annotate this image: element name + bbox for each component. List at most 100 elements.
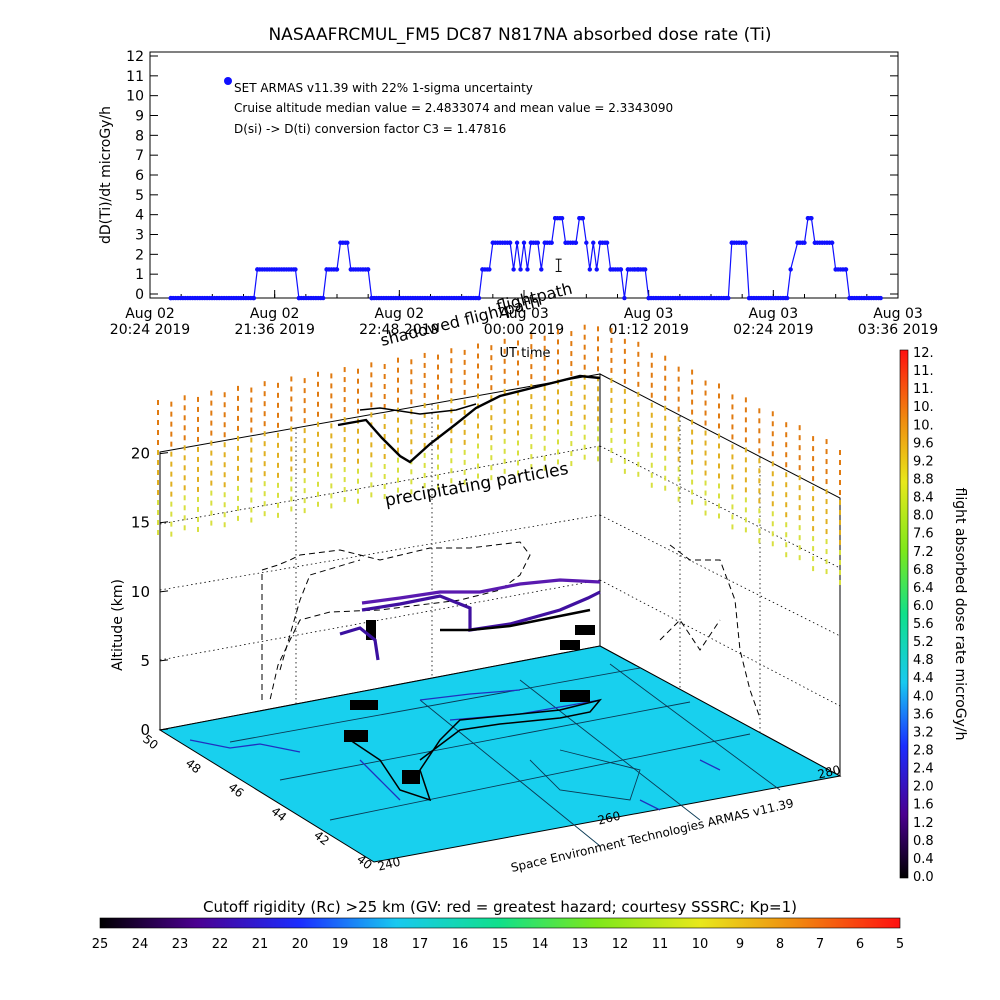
top-y-tick-label: 9 — [135, 109, 144, 125]
dose-rate-point — [602, 240, 608, 245]
dose-rate-point — [507, 240, 513, 245]
dose-rate-point — [250, 295, 256, 301]
dose-colorbar-tick-label: 7.2 — [913, 545, 934, 560]
rc-colorbar-tick-label: 9 — [736, 937, 744, 952]
altitude-tick-label: 20 — [131, 445, 150, 463]
rc-colorbar-tick-label: 25 — [92, 937, 109, 952]
flightpath-drop-lines — [344, 620, 595, 784]
rc-colorbar-tick-label: 14 — [532, 937, 549, 952]
dose-colorbar-tick-label: 11. — [913, 364, 934, 379]
dose-rate-point — [511, 267, 516, 272]
dose-colorbar-tick-label: 1.2 — [913, 816, 934, 831]
dose-rate-line — [170, 217, 881, 299]
dose-marks-cloud — [157, 324, 841, 585]
rc-colorbar-tick-label: 13 — [572, 937, 589, 952]
annotation-line-1: SET ARMAS v11.39 with 22% 1-sigma uncert… — [234, 81, 533, 95]
top-y-tick-label: 7 — [135, 148, 144, 164]
dose-rate-point — [591, 240, 596, 245]
dose-colorbar-tick-label: 12. — [913, 346, 934, 361]
dose-rate-series — [168, 215, 883, 301]
ground-borders — [229, 663, 781, 847]
dose-rate-point — [476, 295, 481, 301]
annotation-line-3: D(si) -> D(ti) conversion factor C3 = 1.… — [234, 122, 506, 136]
dose-colorbar-tick-label: 1.6 — [913, 798, 934, 813]
top-x-tick-label-date: Aug 02 — [125, 306, 175, 322]
dose-colorbar-tick-label: 3.6 — [913, 707, 934, 722]
top-y-tick-label: 12 — [126, 49, 144, 65]
altitude-axis-label: Altitude (km) — [110, 579, 126, 671]
dose-rate-point — [573, 240, 578, 245]
longitude-tick-label: 240 — [376, 855, 402, 874]
altitude-tick-label: 5 — [140, 652, 150, 670]
legend-marker — [224, 77, 232, 85]
dose-colorbar-tick-label: 4.4 — [913, 671, 934, 686]
altitude-tick-mark — [159, 728, 169, 731]
dose-rate-point — [783, 295, 788, 301]
wall-projections — [261, 541, 761, 719]
longitude-axis: 240 260 280 — [376, 763, 842, 874]
ground-flightpath-shadow — [349, 698, 603, 802]
dose-rate-point — [334, 267, 339, 272]
top-x-axis-label: UT time — [500, 346, 551, 361]
precipitating-label: precipitating particles — [383, 459, 570, 511]
rc-colorbar-tick-label: 5 — [896, 937, 904, 952]
dose-colorbar-tick-label: 8.8 — [913, 472, 934, 487]
dose-colorbar-tick-label: 8.0 — [913, 509, 934, 524]
top-x-tick-label-date: Aug 03 — [873, 306, 923, 322]
rc-colorbar-tick-label: 11 — [652, 937, 669, 952]
altitude-tick-mark — [159, 452, 169, 455]
rc-colorbar-tick-label: 19 — [332, 937, 349, 952]
rc-colorbar-tick-label: 15 — [492, 937, 509, 952]
dose-colorbar-tick-label: 6.8 — [913, 563, 934, 578]
dose-rate-point — [514, 240, 520, 245]
dose-colorbar-tick-label: 4.0 — [913, 689, 934, 704]
rc-colorbar-tick-label: 7 — [816, 937, 824, 952]
dose-rate-point — [741, 240, 747, 245]
altitude-tick-mark — [159, 590, 169, 593]
dose-colorbar-tick-label: 0.8 — [913, 834, 934, 849]
rc-colorbar-tick-label: 20 — [292, 937, 309, 952]
flight-track-3d — [339, 578, 601, 661]
dose-colorbar-tick-label: 0.0 — [913, 870, 934, 885]
dose-rate-point — [876, 295, 881, 301]
dose-rate-point — [539, 267, 544, 272]
dose-colorbar-tick-label: 10. — [913, 418, 934, 433]
dose-colorbar-tick-label: 8.4 — [913, 491, 934, 506]
rc-colorbar-tick-label: 23 — [172, 937, 189, 952]
top-y-tick-label: 2 — [135, 247, 144, 263]
top-x-tick-label-date: Aug 03 — [624, 306, 674, 322]
longitude-tick-label: 280 — [816, 763, 842, 782]
top-y-tick-label: 0 — [135, 287, 144, 303]
upper-flightpath-projection — [337, 374, 601, 464]
top-y-tick-label: 1 — [135, 267, 144, 283]
rc-colorbar-ticks: 25 24 23 22 21 20 19 18 17 16 15 14 13 12 11 10 9 8 7 6 5 — [92, 937, 904, 952]
dose-colorbar — [899, 349, 909, 879]
dose-rate-point — [365, 267, 371, 272]
top-y-tick-label: 6 — [135, 168, 144, 184]
dose-rate-point — [343, 240, 348, 245]
dose-colorbar-tick-label: 11. — [913, 382, 934, 397]
dose-colorbar-tick-label: 2.0 — [913, 780, 934, 795]
rc-colorbar-tick-label: 8 — [776, 937, 784, 952]
dose-rate-point — [594, 267, 599, 272]
top-x-tick-label-time: 02:24 2019 — [733, 322, 813, 338]
top-y-tick-label: 4 — [135, 208, 144, 224]
dose-colorbar-tick-label: 9.6 — [913, 436, 934, 451]
rc-colorbar-tick-label: 21 — [252, 937, 269, 952]
rc-colorbar-tick-label: 6 — [856, 937, 864, 952]
dose-rate-point — [587, 267, 592, 272]
dose-rate-point — [291, 267, 296, 272]
dose-rate-point — [829, 240, 835, 245]
dose-rate-point — [485, 267, 490, 272]
top-y-tick-label: 8 — [135, 128, 144, 144]
top-x-tick-label-time: 03:36 2019 — [858, 322, 938, 338]
dose-rate-point — [808, 215, 813, 221]
rc-colorbar-tick-label: 16 — [452, 937, 469, 952]
dose-rate-point — [521, 240, 527, 245]
upper-flightpath-projection-b — [359, 403, 477, 415]
altitude-tick-label: 15 — [131, 514, 150, 532]
